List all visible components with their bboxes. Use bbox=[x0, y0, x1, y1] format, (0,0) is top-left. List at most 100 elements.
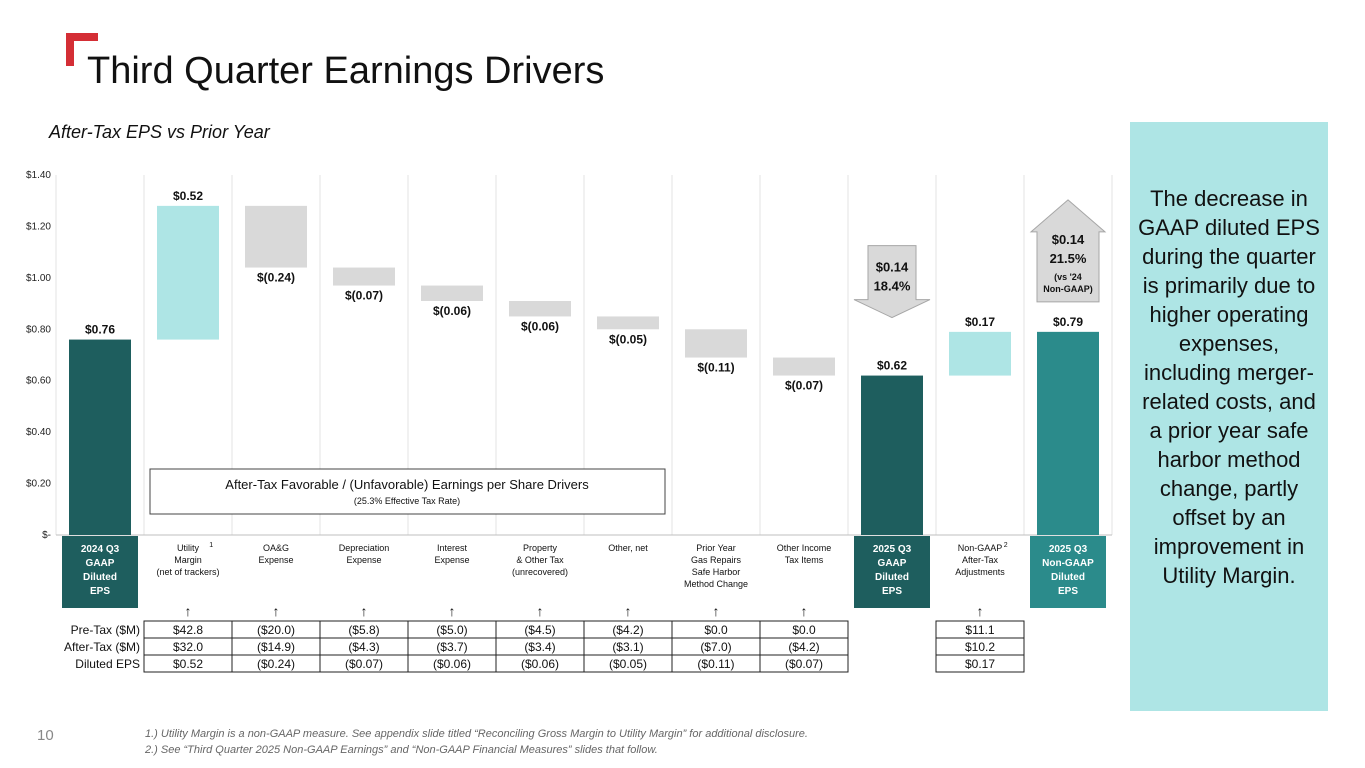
waterfall-bar bbox=[1037, 331, 1099, 535]
table-cell-value: $11.1 bbox=[965, 623, 994, 637]
table-cell-value: ($0.07) bbox=[345, 657, 383, 671]
table-row-label: Diluted EPS bbox=[75, 657, 140, 671]
callout-arrow-icon bbox=[853, 245, 931, 319]
up-arrow-icon: ↑ bbox=[977, 603, 984, 619]
table-cell-value: ($0.24) bbox=[257, 657, 295, 671]
category-label: Diluted bbox=[875, 572, 909, 583]
category-label: OA&G bbox=[263, 543, 289, 553]
table-cell-value: ($7.0) bbox=[700, 640, 731, 654]
table-cell-value: ($0.06) bbox=[433, 657, 471, 671]
up-arrow-icon: ↑ bbox=[801, 603, 808, 619]
bar-value-label: $(0.07) bbox=[345, 289, 383, 303]
callout-arrow-icon bbox=[1029, 199, 1107, 303]
waterfall-bar bbox=[421, 285, 483, 301]
bar-value-label: $0.17 bbox=[965, 315, 995, 329]
category-label: (unrecovered) bbox=[512, 567, 568, 577]
category-label: Expense bbox=[258, 555, 293, 565]
category-label: EPS bbox=[90, 586, 110, 597]
table-cell-value: $0.0 bbox=[704, 623, 728, 637]
table-cell-value: ($3.4) bbox=[524, 640, 555, 654]
category-label: After-Tax bbox=[962, 555, 999, 565]
category-label: Other Income bbox=[777, 543, 832, 553]
category-label-highlight bbox=[1030, 536, 1106, 608]
table-row-label: Pre-Tax ($M) bbox=[71, 623, 140, 637]
category-label: Expense bbox=[346, 555, 381, 565]
callout-text: Non-GAAP) bbox=[1043, 284, 1093, 294]
category-label: Method Change bbox=[684, 579, 748, 589]
up-arrow-icon: ↑ bbox=[185, 603, 192, 619]
table-row-label: After-Tax ($M) bbox=[64, 640, 140, 654]
category-label: 2025 Q3 bbox=[1049, 544, 1088, 555]
y-tick-label: $0.20 bbox=[26, 479, 51, 490]
up-arrow-icon: ↑ bbox=[273, 603, 280, 619]
up-arrow-icon: ↑ bbox=[449, 603, 456, 619]
category-label: EPS bbox=[1058, 586, 1078, 597]
waterfall-bar bbox=[157, 205, 219, 340]
y-tick-label: $0.80 bbox=[26, 324, 51, 335]
table-cell-value: ($4.3) bbox=[348, 640, 379, 654]
category-label: Diluted bbox=[83, 572, 117, 583]
category-label: GAAP bbox=[86, 558, 115, 569]
table-cell-value: ($3.1) bbox=[612, 640, 643, 654]
category-label-highlight bbox=[854, 536, 930, 608]
bar-value-label: $(0.07) bbox=[785, 379, 823, 393]
table-cell-value: ($4.2) bbox=[788, 640, 819, 654]
eps-waterfall-chart: $1.40 $1.20 $1.00 $0.80 $0.60 $0.40 $0.20 $- $0.… bbox=[26, 170, 1113, 673]
callout-text: 18.4% bbox=[874, 279, 911, 294]
category-label: Margin bbox=[174, 555, 202, 565]
waterfall-bar bbox=[333, 267, 395, 286]
waterfall-bar bbox=[949, 331, 1011, 376]
waterfall-bar bbox=[861, 375, 923, 535]
table-cell-value: ($4.2) bbox=[612, 623, 643, 637]
bar-value-label: $(0.24) bbox=[257, 271, 295, 285]
category-label: & Other Tax bbox=[516, 555, 564, 565]
category-label: GAAP bbox=[878, 558, 907, 569]
table-cell-value: ($0.11) bbox=[697, 657, 734, 671]
page-number: 10 bbox=[37, 727, 54, 744]
waterfall-bar bbox=[509, 301, 571, 317]
y-tick-label: $1.40 bbox=[26, 170, 51, 181]
footnote-marker: 2 bbox=[1004, 542, 1008, 549]
category-label: Safe Harbor bbox=[692, 567, 741, 577]
brand-accent-mark bbox=[66, 33, 98, 66]
summary-text: The decrease in GAAP diluted EPS during … bbox=[1138, 186, 1320, 588]
annotation-box bbox=[149, 468, 666, 515]
table-cell-value: ($5.0) bbox=[436, 623, 467, 637]
table-cell-value: ($0.05) bbox=[609, 657, 647, 671]
table-cell bbox=[759, 654, 849, 673]
category-label: 2025 Q3 bbox=[873, 544, 912, 555]
category-label: Non-GAAP bbox=[958, 543, 1003, 553]
summary-panel: The decrease in GAAP diluted EPS during … bbox=[1130, 122, 1328, 711]
up-arrow-icon: ↑ bbox=[537, 603, 544, 619]
waterfall-bar bbox=[69, 339, 131, 535]
footnote-2: 2.) See “Third Quarter 2025 Non-GAAP Ear… bbox=[145, 744, 658, 756]
bar-value-label: $0.62 bbox=[877, 359, 907, 373]
callout-text: (vs '24 bbox=[1054, 272, 1082, 282]
table-cell-value: ($5.8) bbox=[348, 623, 379, 637]
y-tick-label: $1.00 bbox=[26, 273, 51, 284]
y-tick-label: $0.60 bbox=[26, 376, 51, 387]
category-label: Property bbox=[523, 543, 558, 553]
callout-text: $0.14 bbox=[876, 260, 909, 275]
up-arrow-icon: ↑ bbox=[625, 603, 632, 619]
annotation-subtitle: (25.3% Effective Tax Rate) bbox=[354, 496, 460, 506]
table-cell-value: $32.0 bbox=[173, 640, 203, 654]
category-label: Tax Items bbox=[785, 555, 824, 565]
category-label: Utility bbox=[177, 543, 199, 553]
waterfall-bar bbox=[597, 316, 659, 330]
table-cell-value: $42.8 bbox=[173, 623, 203, 637]
category-label: 2024 Q3 bbox=[81, 544, 120, 555]
y-tick-label: $0.40 bbox=[26, 427, 51, 438]
category-label-highlight bbox=[62, 536, 138, 608]
category-label: Interest bbox=[437, 543, 468, 553]
table-cell-value: ($3.7) bbox=[436, 640, 467, 654]
bar-value-label: $(0.06) bbox=[521, 319, 559, 333]
table-cell-value: $0.0 bbox=[792, 623, 816, 637]
bar-value-label: $(0.06) bbox=[433, 304, 471, 318]
category-label: Non-GAAP bbox=[1042, 558, 1094, 569]
footnote-1: 1.) Utility Margin is a non-GAAP measure… bbox=[145, 728, 808, 740]
category-label: (net of trackers) bbox=[156, 567, 219, 577]
bar-value-label: $0.52 bbox=[173, 189, 203, 203]
category-label: Gas Repairs bbox=[691, 555, 742, 565]
table-cell-value: $10.2 bbox=[965, 640, 995, 654]
